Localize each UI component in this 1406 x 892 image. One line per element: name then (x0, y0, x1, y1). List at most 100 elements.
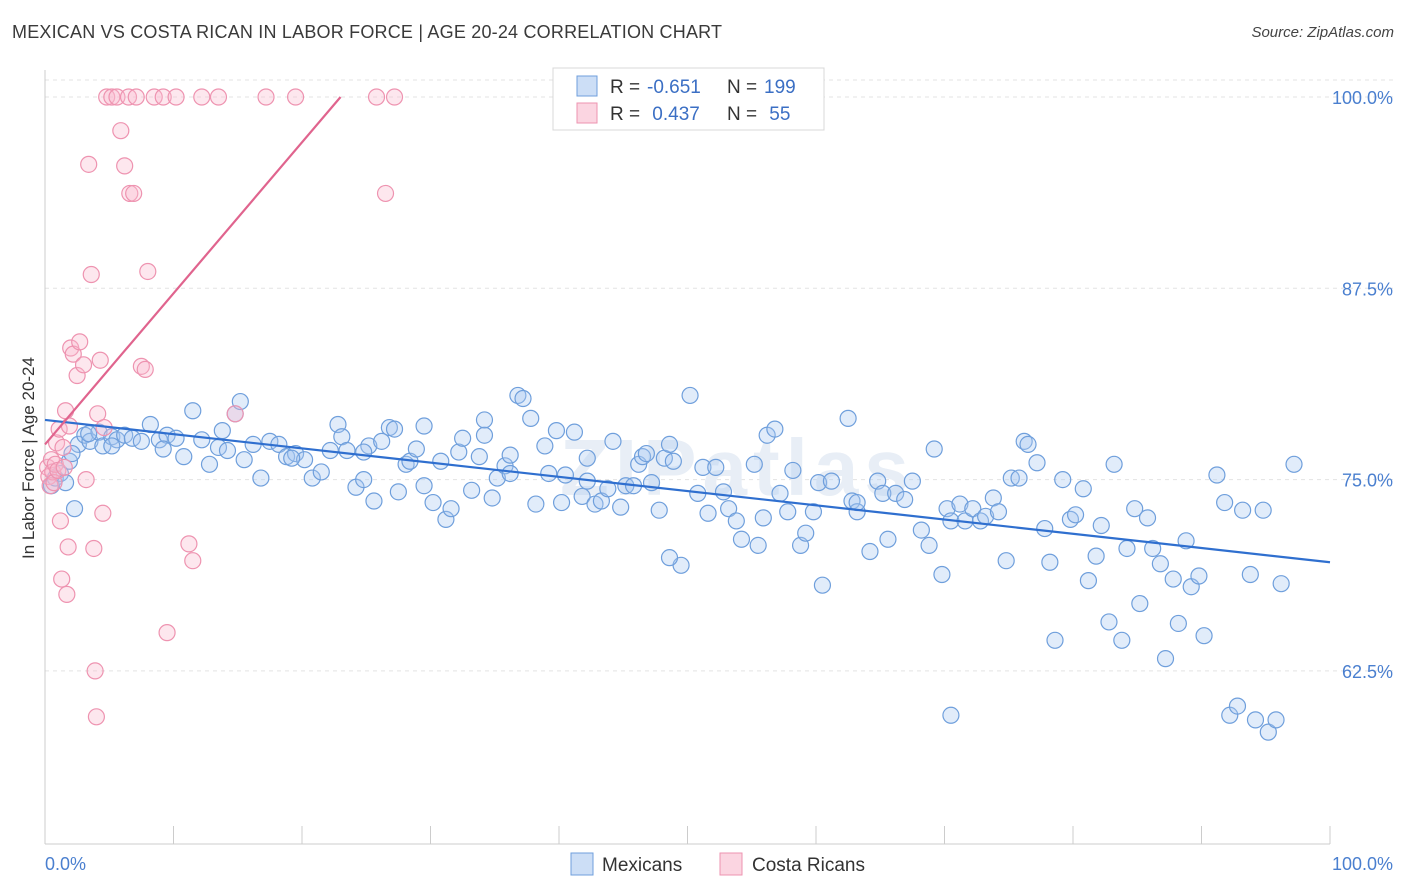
legend-swatch-mexicans (576, 75, 598, 97)
point-mexicans-73 (547, 422, 566, 440)
point-mexicans-172 (1216, 493, 1234, 512)
stat-r-costa-ricans: 0.437 (647, 104, 700, 125)
point-mexicans-178 (1254, 501, 1272, 519)
point-mexicans-36 (303, 469, 321, 487)
point-costa-ricans-13 (55, 458, 73, 476)
trend-lines (44, 96, 1331, 564)
point-mexicans-124 (887, 484, 905, 502)
point-mexicans-117 (839, 409, 857, 427)
point-mexicans-22 (193, 431, 211, 449)
point-mexicans-193 (283, 449, 301, 467)
point-mexicans-157 (1113, 631, 1131, 649)
point-mexicans-154 (1092, 516, 1110, 535)
point-mexicans-43 (355, 471, 373, 489)
point-mexicans-58 (450, 443, 468, 461)
point-costa-ricans-45 (145, 88, 163, 106)
point-costa-ricans-44 (139, 262, 157, 281)
point-costa-ricans-29 (89, 405, 107, 423)
point-costa-ricans-55 (286, 88, 305, 106)
y-tick-label-1: 75.0% (1342, 471, 1393, 491)
point-mexicans-175 (1234, 501, 1252, 519)
point-mexicans-194 (213, 422, 231, 440)
point-costa-ricans-57 (376, 184, 395, 203)
stats-legend-box (552, 67, 825, 131)
point-costa-ricans-17 (60, 417, 79, 435)
point-mexicans-190 (475, 411, 494, 429)
point-mexicans-67 (509, 386, 527, 405)
bottom-swatch-costa-ricans (719, 852, 743, 876)
point-mexicans-141 (1010, 469, 1028, 487)
point-mexicans-76 (565, 423, 584, 441)
point-costa-ricans-49 (180, 535, 198, 553)
x-tick-label-start: 0.0% (45, 854, 86, 874)
point-costa-ricans-23 (77, 471, 95, 489)
point-mexicans-156 (1105, 455, 1123, 473)
point-mexicans-48 (385, 420, 404, 438)
stat-r-label-mexicans: R = (610, 77, 640, 98)
point-mexicans-90 (650, 501, 668, 519)
point-mexicans-144 (1028, 454, 1046, 472)
point-mexicans-78 (578, 449, 596, 467)
point-mexicans-41 (338, 441, 356, 460)
point-costa-ricans-43 (136, 360, 154, 379)
y-tick-label-3: 100.0% (1332, 88, 1393, 108)
stat-r-mexicans: -0.651 (647, 77, 701, 98)
bottom-legend-costa-ricans: Costa Ricans (752, 855, 865, 876)
point-mexicans-120 (861, 542, 879, 561)
stat-n-label-costa-ricans: N = (727, 104, 757, 125)
point-costa-ricans-41 (127, 88, 145, 106)
point-costa-ricans-58 (385, 88, 404, 106)
point-mexicans-93 (664, 452, 682, 470)
point-mexicans-95 (681, 386, 699, 405)
point-mexicans-10 (94, 437, 112, 455)
point-mexicans-5 (65, 500, 84, 518)
point-mexicans-49 (389, 483, 407, 501)
point-costa-ricans-50 (184, 552, 202, 570)
point-mexicans-99 (707, 458, 725, 476)
point-mexicans-139 (997, 552, 1015, 570)
point-mexicans-104 (745, 455, 763, 473)
point-mexicans-155 (1100, 613, 1118, 631)
point-mexicans-182 (1285, 455, 1303, 473)
point-mexicans-81 (599, 480, 617, 498)
point-mexicans-160 (1131, 594, 1149, 613)
point-mexicans-129 (925, 440, 943, 458)
series-legend: Mexicans Costa Ricans (570, 852, 865, 876)
point-costa-ricans-53 (226, 405, 244, 423)
point-mexicans-161 (1138, 509, 1157, 527)
point-costa-ricans-31 (94, 504, 112, 522)
point-mexicans-72 (540, 464, 558, 483)
point-mexicans-196 (103, 437, 121, 455)
point-mexicans-113 (804, 503, 823, 521)
stat-r-label-costa-ricans: R = (610, 104, 640, 125)
point-mexicans-197 (80, 425, 98, 443)
point-mexicans-189 (501, 464, 519, 483)
point-costa-ricans-12 (54, 438, 72, 457)
point-mexicans-74 (552, 493, 571, 512)
point-mexicans-107 (766, 420, 784, 438)
point-mexicans-62 (475, 426, 494, 444)
point-costa-ricans-30 (91, 351, 109, 369)
point-mexicans-146 (1041, 553, 1059, 571)
point-mexicans-69 (522, 409, 540, 427)
point-costa-ricans-21 (71, 333, 89, 351)
point-mexicans-56 (437, 510, 455, 528)
point-mexicans-102 (727, 512, 745, 530)
point-mexicans-71 (536, 437, 554, 455)
point-costa-ricans-39 (121, 184, 139, 203)
point-costa-ricans-24 (80, 155, 98, 173)
point-mexicans-132 (951, 495, 969, 513)
point-mexicans-59 (454, 429, 472, 447)
point-costa-ricans-20 (68, 366, 86, 385)
stats-legend: R = -0.651 N = 199 R = 0.437 N = 55 (552, 67, 825, 131)
point-costa-ricans-48 (167, 88, 185, 106)
point-mexicans-165 (1164, 570, 1182, 588)
point-mexicans-116 (822, 472, 841, 490)
point-costa-ricans-51 (193, 88, 211, 106)
point-costa-ricans-52 (209, 88, 228, 106)
point-costa-ricans-22 (74, 356, 93, 374)
point-mexicans-30 (252, 469, 270, 487)
point-mexicans-21 (184, 402, 202, 420)
point-mexicans-98 (699, 504, 717, 522)
